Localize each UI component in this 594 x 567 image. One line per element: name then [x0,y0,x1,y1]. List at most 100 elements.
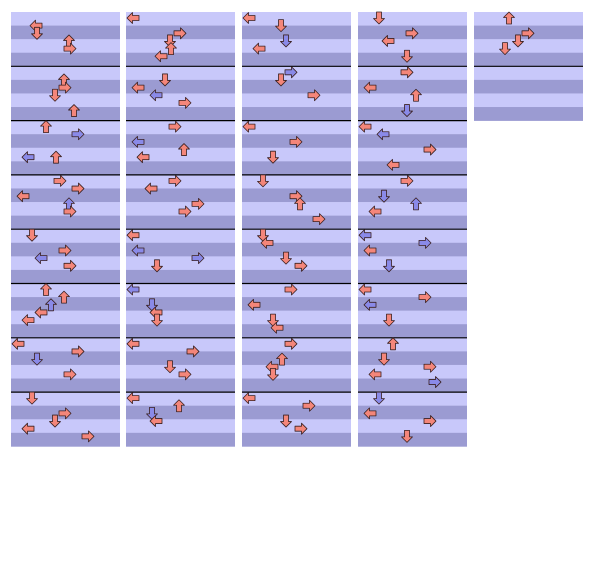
right-arrow-red [521,27,535,40]
beat-band [358,324,467,339]
beat-band [11,161,120,176]
down-arrow-blue [373,391,385,405]
up-arrow-red [410,88,422,102]
beat-band [126,215,235,230]
right-arrow-red [284,283,298,296]
beat-band [242,93,351,108]
beat-band [358,12,467,26]
beat-band [358,256,467,271]
left-arrow-red [131,81,145,94]
down-arrow-red [164,360,176,374]
right-arrow-red [71,182,85,195]
beat-band [242,229,351,244]
beat-band [11,25,120,40]
beat-band [126,161,235,176]
beat-band [242,378,351,393]
left-arrow-red [126,229,140,242]
beat-band [242,202,351,216]
beat-band [358,134,467,149]
beat-band [126,269,235,284]
beat-band [126,283,235,298]
right-arrow-red [186,345,200,358]
right-arrow-red [53,174,67,187]
beat-band [242,364,351,379]
right-arrow-red [63,42,77,55]
beat-band [242,432,351,447]
left-arrow-red [363,244,377,257]
left-arrow-red [386,158,400,171]
left-arrow-red [21,422,35,435]
chart-column-2 [126,12,235,447]
beat-band [126,39,235,54]
left-arrow-blue [34,252,48,265]
beat-band [474,107,583,121]
beat-band [126,297,235,311]
beat-band [11,283,120,298]
down-arrow-red [512,34,524,48]
beat-band [358,351,467,366]
beat-band [242,324,351,339]
left-arrow-red [252,42,266,55]
right-arrow-red [178,368,192,381]
down-arrow-blue [31,352,43,366]
right-arrow-blue [71,128,85,141]
up-arrow-red [40,283,52,296]
beat-band [11,66,120,81]
beat-band [358,93,467,108]
beat-band [358,107,467,121]
beat-band [242,297,351,311]
beat-band [126,378,235,393]
down-arrow-red [401,49,413,63]
left-arrow-red [358,283,372,296]
beat-band [126,310,235,325]
beat-band [358,161,467,176]
down-arrow-red [378,352,390,366]
beat-band [474,79,583,94]
beat-band [358,229,467,244]
right-arrow-red [302,399,316,412]
beat-band [242,120,351,135]
beat-band [11,107,120,121]
up-arrow-red [294,197,306,211]
right-arrow-red [173,27,187,40]
right-arrow-red [423,360,437,373]
beat-band [358,310,467,325]
beat-band [242,107,351,121]
beat-band [358,39,467,54]
up-arrow-red [68,104,80,117]
down-arrow-red [280,251,292,265]
beat-band [242,12,351,26]
left-arrow-blue [149,89,163,102]
left-arrow-red [242,392,256,405]
beat-band [358,202,467,216]
beat-band [474,52,583,67]
beat-band [358,188,467,203]
beat-band [358,297,467,311]
left-arrow-red [242,120,256,133]
left-arrow-red [126,337,140,350]
chart-column-4 [358,11,467,447]
beat-band [11,93,120,108]
right-arrow-blue [284,66,298,79]
right-arrow-red [178,97,192,109]
right-arrow-red [423,415,437,427]
left-arrow-red [247,298,261,311]
beat-band [242,310,351,325]
down-arrow-red [151,259,163,273]
down-arrow-blue [280,34,292,48]
beat-band [11,120,120,135]
beat-band [126,147,235,162]
up-arrow-red [58,290,70,304]
left-arrow-red [149,415,163,427]
beat-band [474,39,583,54]
down-arrow-red [31,26,43,40]
up-arrow-red [503,11,515,25]
left-arrow-red [154,50,168,63]
beat-band [242,215,351,230]
up-arrow-red [276,352,288,366]
beat-band [126,419,235,434]
beat-band [126,229,235,244]
up-arrow-blue [410,197,422,211]
beat-band [358,215,467,230]
